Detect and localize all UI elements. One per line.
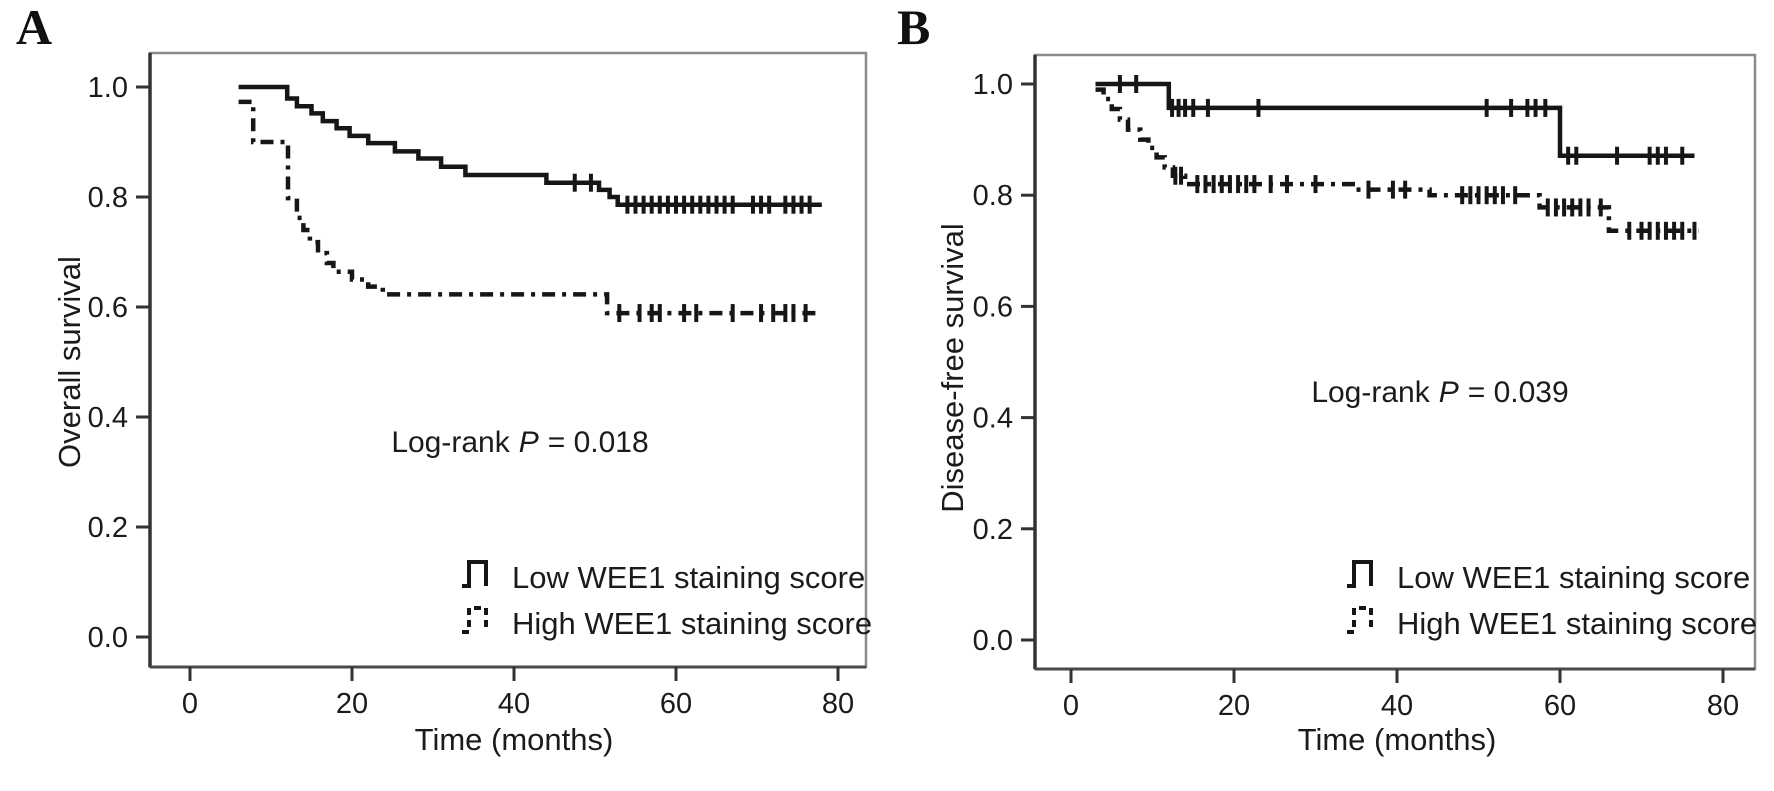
y-axis-ticks-a: 0.0 0.2 0.4 0.6 0.8 1.0 [88, 72, 150, 654]
y-axis-ticks-b: 0.0 0.2 0.4 0.6 0.8 1.0 [973, 69, 1035, 657]
logrank-prefix: Log-rank [1311, 376, 1430, 409]
logrank-annotation-b: Log-rank P = 0.039 [1311, 376, 1568, 409]
logrank-value: = 0.018 [548, 426, 649, 459]
x-tick-label-b: 40 [1381, 690, 1413, 722]
censor-marks-low-a [572, 173, 812, 214]
legend-solid-step-icon [462, 560, 488, 588]
x-tick-label-b: 0 [1063, 690, 1079, 722]
panel-a-x-axis-title: Time (months) [414, 722, 614, 757]
legend-label-low-b: Low WEE1 staining score [1397, 560, 1750, 595]
censor-marks-high-a [617, 304, 808, 323]
y-tick-label-b: 1.0 [973, 69, 1013, 101]
legend-label-low-a: Low WEE1 staining score [512, 560, 865, 595]
logrank-p-symbol: P [1439, 376, 1459, 409]
legend-label-high-a: High WEE1 staining score [512, 606, 872, 641]
x-axis-ticks-a: 0 20 40 60 80 [182, 667, 854, 720]
y-tick-label-a: 1.0 [88, 72, 128, 104]
x-tick-label-a: 60 [660, 688, 692, 720]
y-tick-label-b: 0.0 [973, 625, 1013, 657]
km-step-line-high-b [1095, 87, 1699, 234]
plot-box-a [148, 51, 868, 669]
x-tick-label-a: 0 [182, 688, 198, 720]
survival-curve-low-b [1095, 75, 1695, 165]
panel-b: 0.0 0.2 0.4 0.6 0.8 1.0 0 20 40 60 80 Log-rank P = 0.… [973, 53, 1757, 722]
censor-marks-high-b [1173, 166, 1697, 240]
panel-b-letter: B [897, 0, 931, 55]
logrank-p-symbol: P [519, 426, 539, 459]
logrank-annotation-a: Log-rank P = 0.018 [391, 426, 648, 459]
km-step-line-high-a [238, 99, 822, 316]
panel-a-letter: A [16, 0, 53, 55]
panel-b-y-axis-title: Disease-free survival [935, 223, 970, 513]
survival-curve-low-a [238, 84, 822, 214]
y-tick-label-a: 0.2 [88, 512, 128, 544]
legend-a: Low WEE1 staining score High WEE1 stainin… [462, 560, 872, 641]
x-tick-label-a: 20 [336, 688, 368, 720]
x-tick-label-b: 60 [1544, 690, 1576, 722]
panel-a-y-axis-title: Overall survival [52, 256, 87, 468]
y-tick-label-b: 0.8 [973, 180, 1013, 212]
censor-marks-low-b [1117, 75, 1685, 165]
km-step-line-low-b [1095, 81, 1695, 158]
y-tick-label-a: 0.0 [88, 622, 128, 654]
logrank-value: = 0.039 [1468, 376, 1569, 409]
logrank-prefix: Log-rank [391, 426, 510, 459]
legend-solid-step-icon [1347, 560, 1373, 588]
y-tick-label-a: 0.8 [88, 182, 128, 214]
x-tick-label-b: 20 [1218, 690, 1250, 722]
legend-dashed-step-icon [1347, 606, 1373, 634]
y-tick-label-a: 0.6 [88, 292, 128, 324]
survival-curve-high-b [1095, 87, 1699, 240]
y-tick-label-b: 0.2 [973, 514, 1013, 546]
x-axis-ticks-b: 0 20 40 60 80 [1063, 669, 1739, 722]
panel-a: 0.0 0.2 0.4 0.6 0.8 1.0 0 20 40 60 80 Log-rank P = 0.… [88, 51, 872, 720]
x-tick-label-b: 80 [1707, 690, 1739, 722]
legend-dashed-step-icon [462, 606, 488, 634]
km-step-line-low-a [238, 84, 822, 207]
legend-b: Low WEE1 staining score High WEE1 stainin… [1347, 560, 1757, 641]
x-tick-label-a: 40 [498, 688, 530, 720]
panel-b-x-axis-title: Time (months) [1297, 722, 1497, 757]
legend-label-high-b: High WEE1 staining score [1397, 606, 1757, 641]
y-tick-label-b: 0.4 [973, 403, 1013, 435]
survival-curve-high-a [238, 99, 822, 323]
y-tick-label-a: 0.4 [88, 402, 128, 434]
x-tick-label-a: 80 [822, 688, 854, 720]
y-tick-label-b: 0.6 [973, 291, 1013, 323]
